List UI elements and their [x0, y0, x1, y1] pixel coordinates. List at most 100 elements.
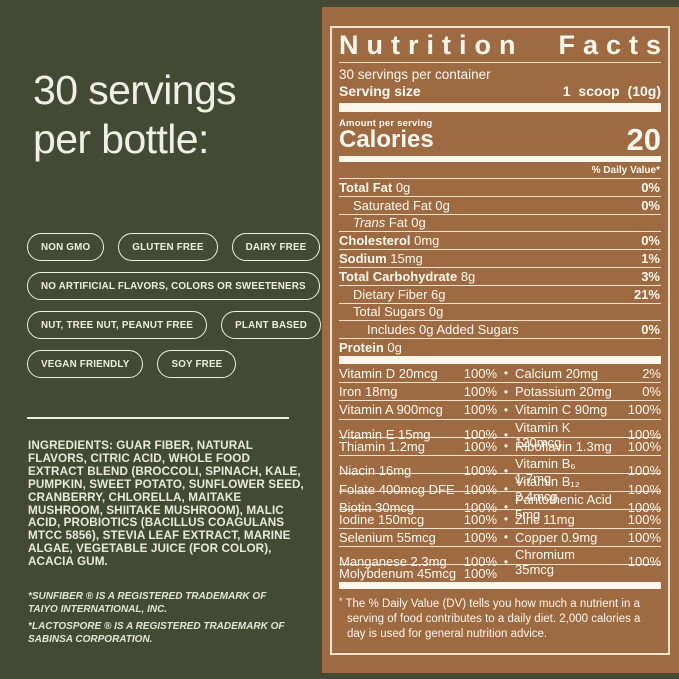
vitamin-row: Vitamin E 15mg 100% • Vitamin K 120mcg 100% — [339, 418, 661, 450]
vitamin-pct-left: 100% — [463, 511, 497, 527]
nutrient-row: Sodium 15mg 1% — [339, 249, 661, 267]
ingredients-text: INGREDIENTS: GUAR FIBER, NATURAL FLAVORS… — [28, 439, 304, 569]
trademark-sunfiber: *SUNFIBER ® IS A REGISTERED TRADEMARK OF… — [28, 591, 267, 615]
vitamin-pct-left: 100% — [463, 554, 497, 570]
badge-row: NUT, TREE NUT, PEANUT FREE PLANT BASED — [27, 311, 322, 339]
vitamin-name-left: Biotin 30mcg — [339, 499, 415, 515]
nutrient-row: Total Sugars 0g — [339, 302, 661, 321]
nutrient-name: Saturated Fat 0g — [353, 197, 450, 213]
vitamin-name-left: Selenium 55mcg — [339, 529, 436, 545]
nutrient-name: Total Sugars 0g — [353, 304, 444, 320]
nutrient-name: Total Carbohydrate 8g — [339, 268, 476, 284]
nutrient-name: Includes 0g Added Sugars — [367, 322, 519, 338]
vitamin-name-right: Vitamin B₁₂ 2.4mcg — [515, 474, 580, 505]
bullet-separator: • — [503, 439, 509, 454]
badge-dairy-free: DAIRY FREE — [231, 233, 321, 261]
bullet-separator: • — [503, 482, 509, 497]
bullet-separator: • — [503, 554, 509, 569]
bullet-separator: • — [503, 463, 509, 478]
nutrient-row: Total Carbohydrate 8g 3% — [339, 266, 661, 285]
serving-size-row: Serving size 1 scoop (10g) — [339, 83, 661, 99]
vitamin-pct-left: 100% — [463, 529, 497, 545]
vitamin-pct-left: 100% — [463, 384, 497, 400]
badge-vegan-friendly: VEGAN FRIENDLY — [27, 350, 144, 378]
vitamin-name-right: Chromium 35mcg — [515, 546, 575, 577]
badge-row: VEGAN FRIENDLY SOY FREE — [27, 350, 321, 378]
nutrient-row: Protein 0g — [339, 338, 661, 356]
daily-value-footnote: * The % Daily Value (DV) tells you how m… — [339, 594, 661, 641]
divider-line — [27, 417, 289, 419]
nutrition-panel-background: Nutrition Facts 30 servings per containe… — [322, 7, 679, 673]
vitamin-pct-left: 100% — [463, 463, 497, 479]
vitamin-pct-right: 100% — [627, 511, 661, 527]
vitamin-name-left: Niacin 16mg — [339, 463, 412, 479]
separator-bar-protein — [339, 355, 661, 364]
vitamin-name-right: Copper 0.9mg — [515, 529, 598, 545]
vitamin-row: Vitamin D 20mcg 100% • Calcium 20mg 2% — [339, 364, 661, 382]
nutrient-row: Includes 0g Added Sugars 0% — [339, 320, 661, 338]
vitamin-pct-left: 100% — [463, 481, 497, 497]
daily-value-header: % Daily Value* — [591, 165, 660, 176]
bullet-separator: • — [503, 366, 509, 381]
bullet-separator: • — [503, 500, 509, 515]
bullet-separator: • — [503, 427, 509, 442]
nutrient-name: Protein 0g — [339, 340, 402, 356]
vitamin-name-left: Vitamin A 900mcg — [339, 402, 443, 418]
nutrient-name: Sodium 15mg — [339, 251, 423, 267]
vitamin-name-left: Folate 400mcg DFE — [339, 481, 455, 497]
separator-bar-bottom — [339, 582, 661, 590]
separator-bar-medium — [339, 156, 661, 162]
vitamin-name-right: Calcium 20mg — [515, 365, 599, 381]
vitamin-pct-left: 100% — [463, 438, 497, 454]
vitamin-row: Thiamin 1.2mg 100% • Riboflavin 1.3mg 100% — [339, 436, 661, 455]
footnote-text: The % Daily Value (DV) tells you how muc… — [345, 598, 641, 640]
vitamin-row: Folate 400mcg DFE 100% • Vitamin B₁₂ 2.4mcg… — [339, 473, 661, 504]
badge-rows: NON GMO GLUTEN FREE DAIRY FREE NO ARTIFICIA… — [27, 233, 322, 378]
nutrient-daily-value: 3% — [641, 268, 660, 284]
servings-headline: 30 servings per bottle: — [33, 66, 237, 164]
vitamin-pct-left: 100% — [463, 365, 497, 381]
title-word-nutrition: Nutrition — [339, 30, 524, 60]
nutrient-daily-value: 0% — [641, 197, 660, 213]
vitamin-pct-right: 100% — [627, 402, 661, 418]
nutrient-row: Dietary Fiber 6g 21% — [339, 284, 661, 303]
vitamin-pct-right: 100% — [627, 529, 661, 545]
nutrient-name: Total Fat 0g — [339, 179, 411, 195]
bullet-separator: • — [503, 384, 509, 399]
vitamin-name-left: Iron 18mg — [339, 384, 398, 400]
vitamin-pct-right: 2% — [642, 365, 661, 381]
vitamin-pct-right: 100% — [627, 499, 661, 515]
nutrient-row: Trans Fat 0g — [339, 213, 661, 232]
vitamin-name-left: Manganese 2.3mg — [339, 554, 447, 570]
nutrient-row: Cholesterol 0mg 0% — [339, 231, 661, 249]
serving-size-label: Serving size — [339, 83, 421, 99]
nutrient-daily-value: 21% — [633, 286, 660, 302]
badge-row: NON GMO GLUTEN FREE DAIRY FREE — [27, 233, 321, 261]
servings-per-container: 30 servings per container — [339, 67, 491, 82]
vitamin-pct-right: 100% — [627, 427, 661, 443]
vitamin-name-right: Pantothenic Acid 5mg — [515, 492, 612, 523]
vitamin-pct-left: 100% — [463, 566, 497, 582]
vitamin-name-left: Iodine 150mcg — [339, 511, 425, 527]
vitamin-row: Iodine 150mcg 100% • Zinc 11mg 100% — [339, 509, 661, 527]
vitamin-pct-right: 100% — [627, 463, 661, 479]
title-word-facts: Facts — [558, 30, 669, 60]
bullet-separator: • — [503, 530, 509, 545]
nutrient-row: Total Fat 0g 0% — [339, 178, 661, 196]
vitamin-rows: Vitamin D 20mcg 100% • Calcium 20mg 2% Iron 1… — [339, 364, 661, 582]
vitamin-row: Vitamin A 900mcg 100% • Vitamin C 90mg 100% — [339, 400, 661, 418]
vitamin-row: Selenium 55mcg 100% • Copper 0.9mg 100% — [339, 527, 661, 546]
badge-plant-based: PLANT BASED — [221, 311, 322, 339]
vitamin-pct-left: 100% — [463, 499, 497, 515]
badge-nut-tree-nut-peanut-free: NUT, TREE NUT, PEANUT FREE — [27, 311, 208, 339]
badge-non-gmo: NON GMO — [27, 233, 105, 261]
nutrient-daily-value: 0% — [641, 179, 660, 195]
nutrition-facts-title: Nutrition Facts — [339, 31, 661, 63]
left-panel: 30 servings per bottle: NON GMO GLUTEN FRE… — [0, 0, 322, 679]
vitamin-pct-right: 100% — [627, 554, 661, 570]
nutrient-rows: Total Fat 0g 0% Saturated Fat 0g 0% Trans Fa… — [339, 178, 661, 356]
vitamin-pct-right: 100% — [627, 438, 661, 454]
calories-row: Calories 20 — [339, 124, 661, 155]
vitamin-row: Iron 18mg 100% • Potassium 20mg 0% — [339, 382, 661, 400]
